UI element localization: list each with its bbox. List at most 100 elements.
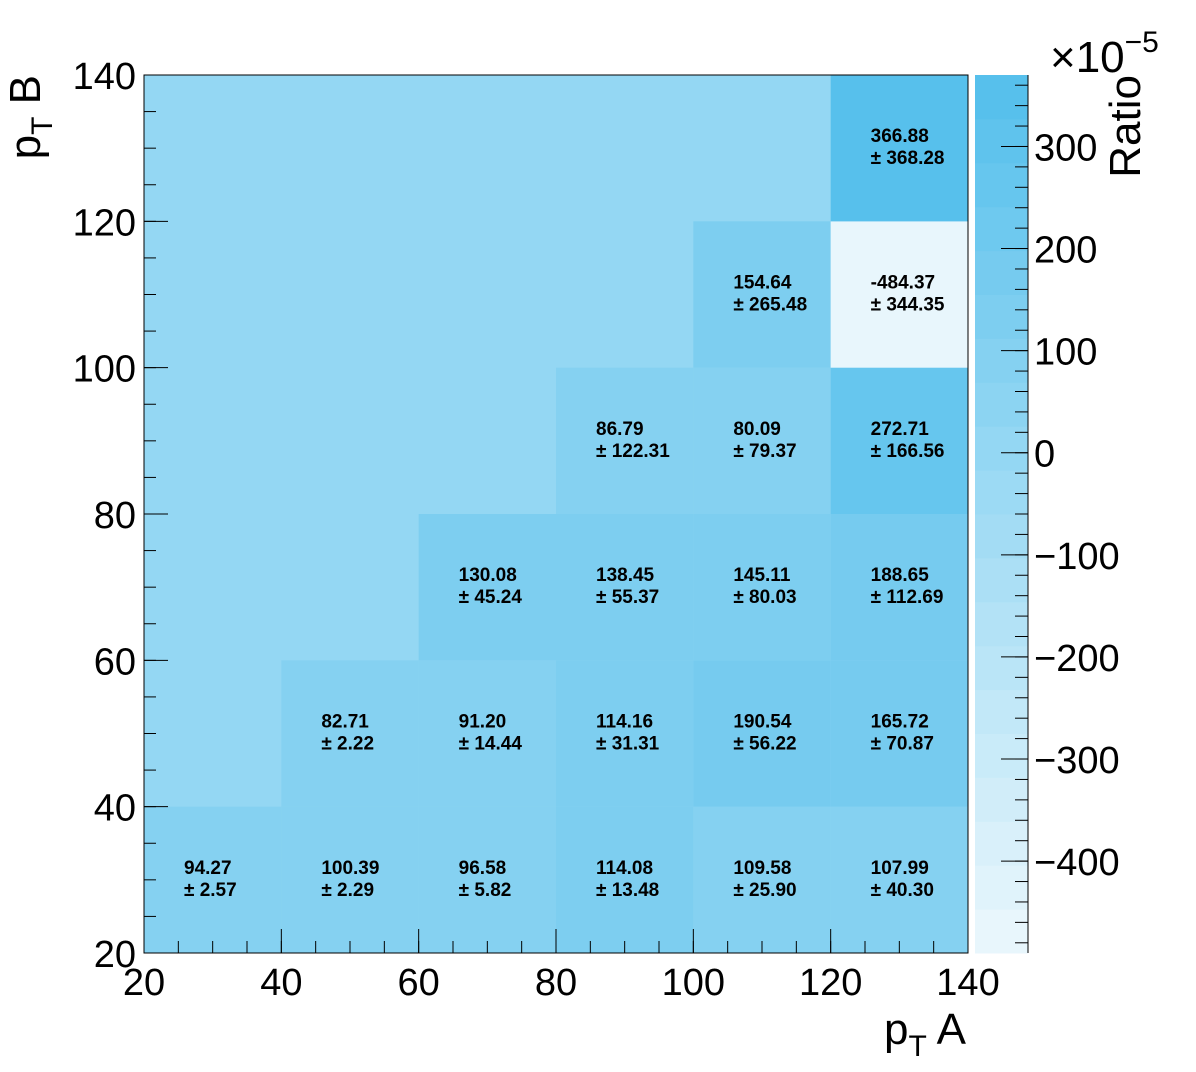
cell-value-label: 154.64 — [733, 273, 792, 294]
cell-error-label: ± 79.37 — [733, 441, 796, 462]
heatmap-cell — [830, 660, 968, 807]
cell-value-label: 109.58 — [733, 858, 791, 879]
cell-value-label: 145.11 — [733, 565, 790, 586]
cell-value-label: 114.08 — [596, 858, 653, 879]
z-tick-label: −200 — [1034, 638, 1120, 680]
cell-value-label: 82.71 — [321, 712, 369, 733]
cell-value-label: 114.16 — [596, 712, 653, 733]
x-tick-label: 20 — [123, 962, 165, 1004]
heatmap-cell — [281, 660, 419, 807]
palette-swatch — [975, 338, 1028, 383]
x-axis: 20 40 60 80 100 120 140 — [123, 929, 1000, 1004]
x-tick-label: 120 — [799, 962, 862, 1004]
y-axis: 20 40 60 80 100 120 140 — [73, 56, 168, 976]
heatmap-cell — [556, 514, 694, 661]
palette-swatch — [975, 821, 1028, 866]
z-tick-label: 0 — [1034, 434, 1055, 476]
heatmap-cell — [693, 660, 831, 807]
x-tick-label: 40 — [260, 962, 302, 1004]
heatmap-cell — [144, 806, 282, 953]
cell-error-label: ± 55.37 — [596, 587, 659, 608]
cell-error-label: ± 25.90 — [733, 880, 796, 901]
heatmap-cell — [830, 221, 968, 368]
cell-error-label: ± 2.57 — [184, 880, 237, 901]
cell-error-label: ± 80.03 — [733, 587, 796, 608]
y-tick-label: 140 — [73, 56, 136, 98]
z-tick-label: −100 — [1034, 536, 1120, 578]
cell-value-label: 130.08 — [459, 565, 517, 586]
cell-error-label: ± 166.56 — [871, 441, 945, 462]
palette-swatch — [975, 689, 1028, 734]
cell-value-label: 107.99 — [871, 858, 929, 879]
x-axis-title-main: p — [884, 1005, 908, 1054]
palette-swatch — [975, 470, 1028, 515]
cell-value-label: 94.27 — [184, 858, 232, 879]
cell-error-label: ± 368.28 — [871, 148, 945, 169]
z-tick-label: −300 — [1034, 740, 1120, 782]
z-multiplier-base: ×10 — [1050, 33, 1125, 82]
y-tick-label: 100 — [73, 349, 136, 391]
heatmap-cell — [418, 660, 556, 807]
cell-error-label: ± 2.22 — [321, 734, 374, 755]
x-tick-label: 140 — [936, 962, 999, 1004]
heatmap-cell — [830, 514, 968, 661]
y-tick-label: 120 — [73, 202, 136, 244]
cell-error-label: ± 14.44 — [459, 734, 523, 755]
cell-value-label: 366.88 — [871, 126, 929, 147]
x-tick-label: 80 — [535, 962, 577, 1004]
cell-value-label: 165.72 — [871, 712, 929, 733]
z-tick-label: −400 — [1034, 842, 1120, 884]
heatmap-cell — [556, 660, 694, 807]
plot-area — [144, 75, 968, 953]
palette-swatch — [975, 162, 1028, 208]
cell-value-label: 188.65 — [871, 565, 930, 586]
palette-swatch — [975, 294, 1028, 339]
cell-error-label: ± 122.31 — [596, 441, 670, 462]
cell-error-label: ± 344.35 — [871, 295, 945, 316]
cell-error-label: ± 13.48 — [596, 880, 659, 901]
cell-error-label: ± 45.24 — [459, 587, 523, 608]
heatmap-cell — [281, 806, 419, 953]
z-multiplier-exponent: −5 — [1125, 26, 1159, 59]
heatmap-cell — [830, 806, 968, 953]
cell-error-label: ± 2.29 — [321, 880, 374, 901]
z-axis-title: Ratio — [1101, 75, 1150, 178]
cell-value-label: 86.79 — [596, 419, 644, 440]
x-tick-label: 100 — [662, 962, 725, 1004]
cell-value-label: 190.54 — [733, 712, 792, 733]
palette-swatch — [975, 206, 1028, 252]
y-tick-label: 80 — [94, 495, 136, 537]
x-axis-title-rest: A — [927, 1005, 967, 1054]
z-multiplier: ×10−5 — [1050, 26, 1159, 82]
palette-swatch — [975, 426, 1028, 471]
heatmap-cell — [556, 806, 694, 953]
cell-value-label: -484.37 — [871, 273, 935, 294]
heatmap-cell — [830, 367, 968, 514]
heatmap-cell — [693, 806, 831, 953]
palette-swatch — [975, 557, 1028, 603]
y-axis-title: pT B — [1, 75, 59, 159]
z-tick-label: 100 — [1034, 332, 1097, 374]
z-tick-label: 300 — [1034, 127, 1097, 169]
cell-error-label: ± 70.87 — [871, 734, 934, 755]
heatmap-cell — [418, 806, 556, 953]
cell-value-label: 100.39 — [321, 858, 379, 879]
cell-value-label: 138.45 — [596, 565, 655, 586]
palette-swatch — [975, 514, 1028, 559]
cell-value-label: 272.71 — [871, 419, 930, 440]
z-tick-label: 200 — [1034, 230, 1097, 272]
cell-error-label: ± 265.48 — [733, 295, 807, 316]
y-axis-title-main: p — [1, 135, 50, 159]
heatmap-cell — [556, 367, 694, 514]
palette-swatch — [975, 645, 1028, 691]
cell-value-label: 80.09 — [733, 419, 781, 440]
x-tick-label: 60 — [398, 962, 440, 1004]
cell-error-label: ± 31.31 — [596, 734, 660, 755]
heatmap-cell — [418, 514, 556, 661]
palette-swatch — [975, 601, 1028, 647]
y-tick-label: 40 — [94, 788, 136, 830]
cell-error-label: ± 40.30 — [871, 880, 934, 901]
heatmap-cell — [693, 367, 831, 514]
palette-swatch — [975, 75, 1028, 120]
